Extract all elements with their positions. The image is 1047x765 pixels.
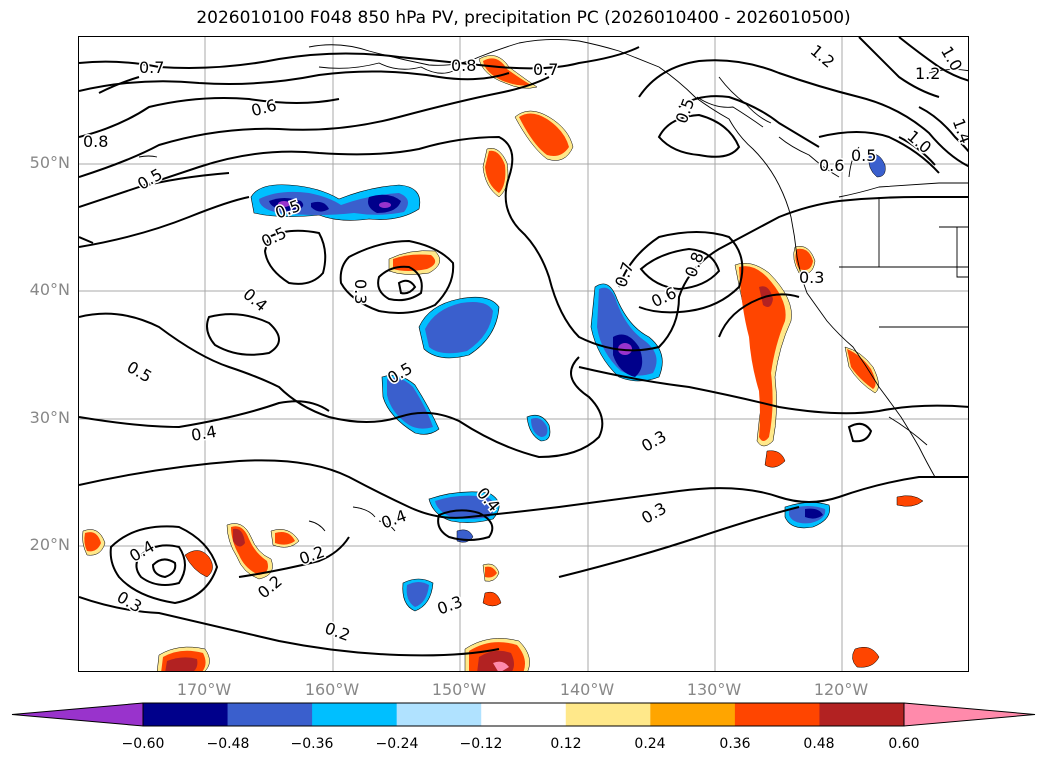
- contour-label: 0.6: [648, 283, 679, 311]
- contour-label: 0.3: [799, 268, 824, 287]
- colorbar-swatch: [734, 703, 820, 726]
- precip-positive: [82, 55, 924, 671]
- lon-label: 170°W: [176, 680, 232, 699]
- neg-blob-3: [381, 374, 440, 435]
- contour-label: 0.3: [351, 279, 370, 304]
- colorbar-tick: 0.36: [719, 736, 751, 752]
- contour-label: 0.4: [126, 536, 158, 565]
- colorbar-swatch: [650, 703, 736, 726]
- contour-label: 0.7: [533, 60, 558, 79]
- colorbar-extend-high: [904, 703, 1035, 726]
- map-panel: 0.7 0.8 0.7 1.2 1.2 1.0 1.4 0.6 0.8 0.5 …: [78, 36, 969, 672]
- contour-label: 0.8: [451, 56, 476, 75]
- colorbar: [11, 702, 1036, 727]
- colorbar-tick: 0.60: [888, 736, 920, 752]
- colorbar-swatch: [481, 703, 567, 726]
- pos-blob-8: [156, 563, 530, 671]
- lon-label: 120°W: [813, 680, 869, 699]
- colorbar-swatch: [565, 703, 651, 726]
- contour-label: 1.0: [903, 126, 935, 157]
- contour-label: 0.4: [239, 284, 271, 315]
- pos-blob-7: [82, 523, 300, 580]
- contour-label: 1.2: [915, 64, 940, 83]
- colorbar-tick: −0.24: [375, 736, 419, 752]
- colorbar-tick: 0.48: [803, 736, 835, 752]
- lat-label: 30°N: [29, 408, 70, 427]
- contour-label: 0.8: [83, 132, 108, 151]
- lon-label: 130°W: [686, 680, 742, 699]
- colorbar-tick: 0.12: [550, 736, 582, 752]
- colorbar-swatch: [312, 703, 398, 726]
- neg-blob-2: [418, 296, 500, 359]
- pos-blob-3: [482, 148, 509, 198]
- map-canvas: 0.7 0.8 0.7 1.2 1.2 1.0 1.4 0.6 0.8 0.5 …: [79, 37, 969, 671]
- colorbar-swatch: [227, 703, 313, 726]
- lon-label: 140°W: [559, 680, 615, 699]
- neg-blob-4: [590, 283, 663, 382]
- contour-label: 0.5: [258, 223, 289, 251]
- graticule: [79, 37, 968, 671]
- lat-label: 50°N: [29, 153, 70, 172]
- colorbar-tick: −0.48: [206, 736, 250, 752]
- pv-contours: [79, 37, 968, 657]
- neg-blob-1: [250, 184, 421, 221]
- lat-label: 20°N: [29, 535, 70, 554]
- lon-label: 160°W: [304, 680, 360, 699]
- contour-label: 0.5: [124, 357, 156, 386]
- contour-label: 0.7: [611, 259, 638, 289]
- colorbar-extend-low: [12, 703, 143, 726]
- contour-label: 0.3: [638, 498, 670, 527]
- colorbar-tick: −0.60: [121, 736, 165, 752]
- pos-blob-6: [184, 246, 924, 668]
- coastlines: [138, 38, 968, 532]
- contour-label: 1.2: [807, 41, 839, 72]
- colorbar-swatch: [143, 703, 229, 726]
- colorbar-tick: 0.24: [634, 736, 666, 752]
- colorbar-swatch: [396, 703, 482, 726]
- contour-label: 0.7: [139, 58, 164, 77]
- colorbar-tick: −0.36: [290, 736, 334, 752]
- contour-label: 0.5: [134, 164, 166, 193]
- contour-label: 0.8: [681, 249, 708, 279]
- contour-label: 1.4: [949, 116, 969, 146]
- lon-label: 150°W: [431, 680, 487, 699]
- contour-label: 0.4: [190, 422, 218, 445]
- contour-label: 0.2: [322, 618, 352, 645]
- contour-label: 0.4: [379, 506, 409, 533]
- neg-blob-5: [526, 414, 551, 442]
- pos-blob-2: [514, 110, 574, 161]
- colorbar-swatch: [819, 703, 905, 726]
- contour-label: 0.5: [851, 146, 876, 165]
- precip-negative: [250, 153, 886, 612]
- colorbar-tick: −0.12: [459, 736, 503, 752]
- contour-label: 0.3: [638, 426, 670, 455]
- lat-label: 40°N: [29, 280, 70, 299]
- contour-label: 0.6: [819, 156, 844, 175]
- plot-title: 2026010100 F048 850 hPa PV, precipitatio…: [196, 8, 851, 28]
- neg-blob-7: [402, 153, 886, 612]
- pos-blob-1: [478, 55, 538, 89]
